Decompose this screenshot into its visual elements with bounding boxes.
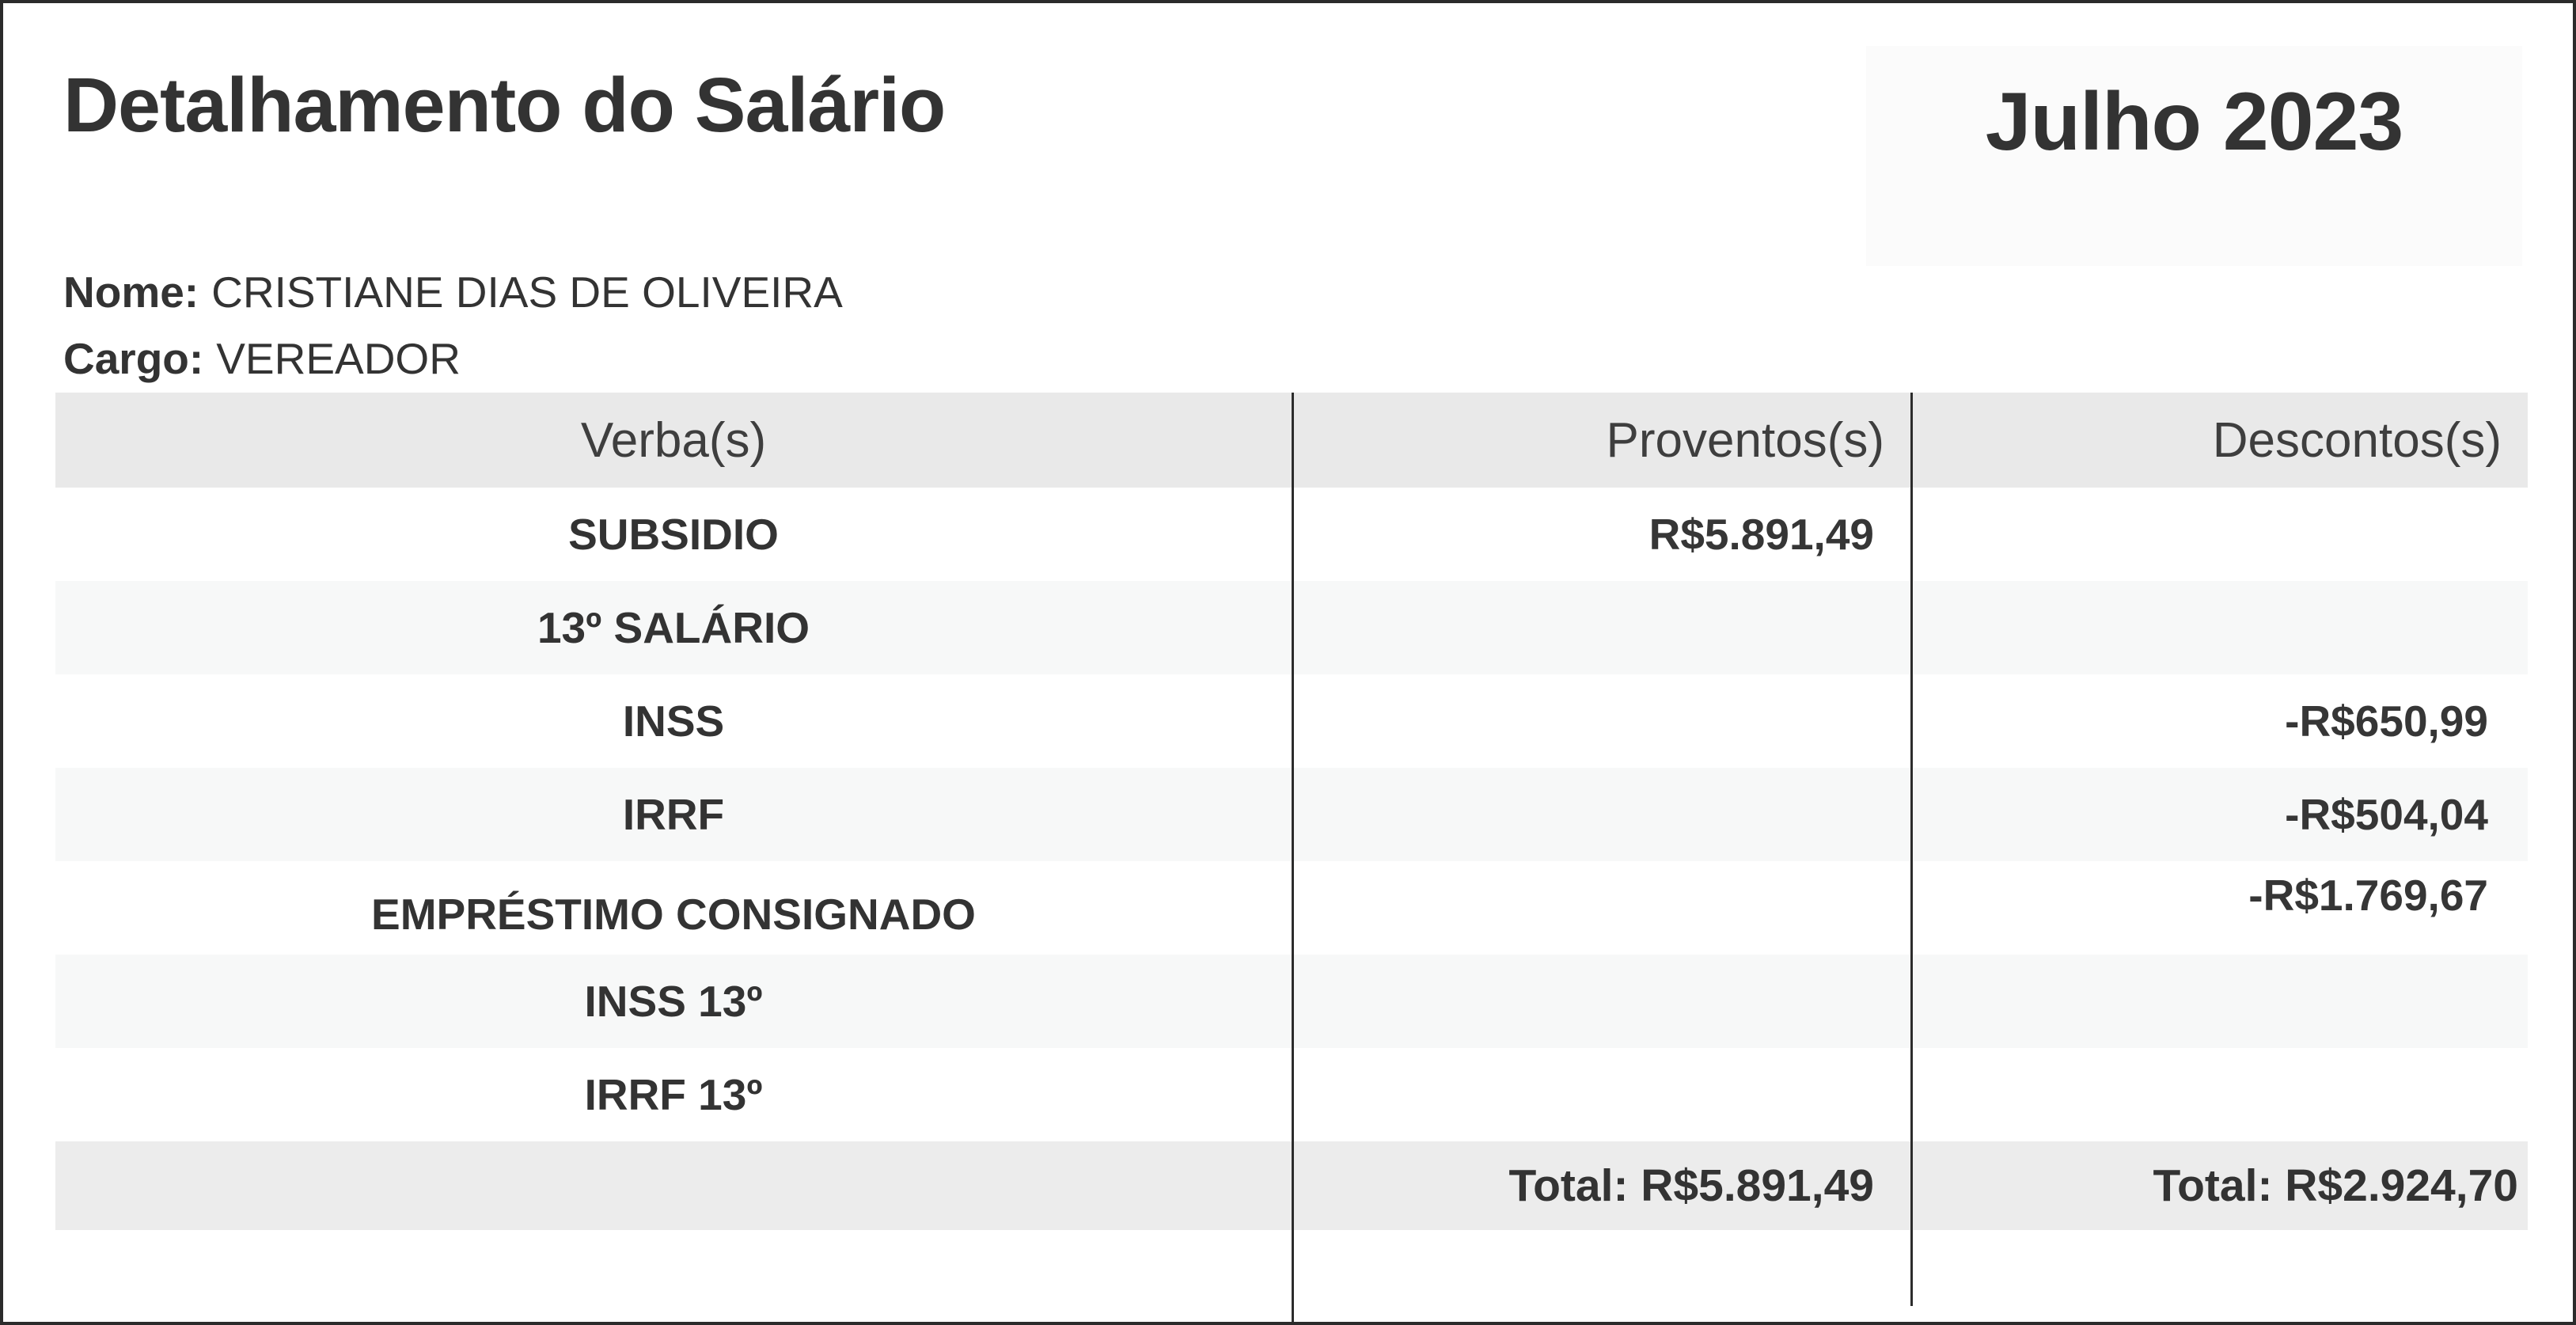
role-value: VEREADOR [216, 334, 461, 383]
provento-cell [1292, 581, 1910, 674]
period-label: Julho 2023 [1985, 76, 2404, 168]
verba-cell: EMPRÉSTIMO CONSIGNADO [371, 890, 976, 939]
name-value: CRISTIANE DIAS DE OLIVEIRA [211, 268, 843, 317]
column-divider-1 [1292, 393, 1294, 1322]
column-header-descontos: Descontos(s) [2212, 412, 2502, 468]
desconto-cell [1910, 1048, 2528, 1141]
verba-cell: SUBSIDIO [568, 510, 779, 559]
employee-role-line: Cargo: VEREADOR [63, 334, 461, 383]
role-label: Cargo: [63, 334, 204, 383]
employee-name-line: Nome: CRISTIANE DIAS DE OLIVEIRA [63, 268, 843, 317]
provento-cell: R$5.891,49 [1648, 510, 1874, 559]
provento-cell [1292, 861, 1910, 955]
desconto-cell [1910, 955, 2528, 1048]
verba-cell: INSS 13º [584, 977, 763, 1026]
verba-cell: INSS [622, 697, 725, 746]
column-divider-2 [1910, 393, 1913, 1306]
desconto-cell: -R$1.769,67 [2248, 871, 2488, 920]
table-total-row: Total: R$5.891,49 Total: R$2.924,70 [55, 1141, 2528, 1230]
period-box: Julho 2023 [1866, 46, 2522, 266]
provento-cell [1292, 955, 1910, 1048]
total-descontos: Total: R$2.924,70 [2153, 1160, 2518, 1211]
column-header-verba: Verba(s) [580, 412, 767, 468]
provento-cell [1292, 768, 1910, 861]
page-title: Detalhamento do Salário [63, 62, 946, 148]
name-label: Nome: [63, 268, 199, 317]
desconto-cell: -R$504,04 [2285, 790, 2488, 839]
desconto-cell [1910, 488, 2528, 581]
provento-cell [1292, 1048, 1910, 1141]
verba-cell: IRRF 13º [584, 1070, 763, 1119]
verba-cell: 13º SALÁRIO [537, 603, 810, 652]
total-empty-cell [55, 1141, 1292, 1230]
verba-cell: IRRF [622, 790, 725, 839]
desconto-cell: -R$650,99 [2285, 697, 2488, 746]
column-header-proventos: Proventos(s) [1606, 412, 1884, 468]
total-proventos: Total: R$5.891,49 [1508, 1160, 1874, 1211]
desconto-cell [1910, 581, 2528, 674]
provento-cell [1292, 674, 1910, 768]
